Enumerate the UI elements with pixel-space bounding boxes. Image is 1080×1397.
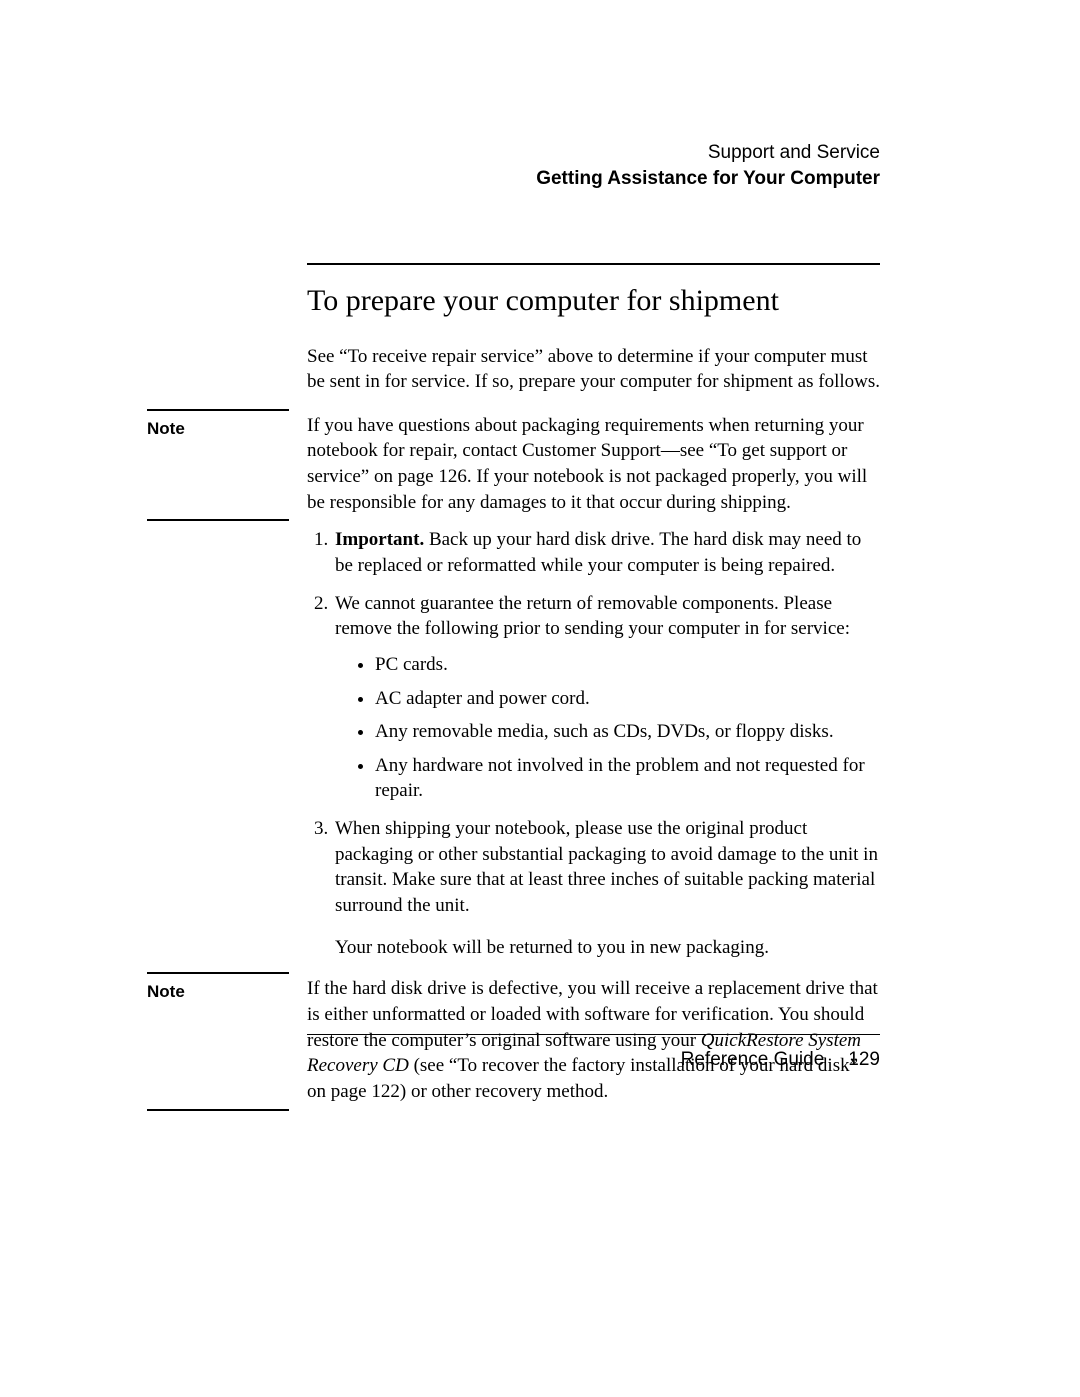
- footer-page-number: 129: [848, 1049, 880, 1071]
- step-1-bold: Important.: [335, 529, 424, 550]
- bullet-item: Any removable media, such as CDs, DVDs, …: [375, 719, 880, 745]
- footer-doc-title: Reference Guide: [681, 1049, 825, 1070]
- bullet-item: AC adapter and power cord.: [375, 686, 880, 712]
- page: Support and Service Getting Assistance f…: [0, 0, 1080, 1397]
- footer-rule: [307, 1034, 880, 1035]
- step-2: We cannot guarantee the return of remova…: [333, 591, 880, 804]
- note-body-2: If the hard disk drive is defective, you…: [307, 972, 880, 1110]
- step-1: Important. Back up your hard disk drive.…: [333, 527, 880, 578]
- steps-list: Important. Back up your hard disk drive.…: [307, 527, 880, 930]
- header-chapter: Support and Service: [536, 140, 880, 166]
- bullet-item: PC cards.: [375, 652, 880, 678]
- content-grid: To prepare your computer for shipment Se…: [147, 263, 880, 1111]
- note-label-1: Note: [147, 409, 289, 522]
- header-section: Getting Assistance for Your Computer: [536, 166, 880, 192]
- step-3: When shipping your notebook, please use …: [333, 816, 880, 919]
- note-label-2: Note: [147, 972, 289, 1110]
- section-title: To prepare your computer for shipment: [307, 281, 880, 322]
- trailing-paragraph: Your notebook will be returned to you in…: [335, 935, 880, 961]
- step-3-text: When shipping your notebook, please use …: [335, 818, 878, 916]
- footer: Reference Guide 129: [681, 1049, 880, 1071]
- bullet-item: Any hardware not involved in the problem…: [375, 753, 880, 804]
- step-2-bullets: PC cards. AC adapter and power cord. Any…: [335, 652, 880, 804]
- section-rule: [307, 263, 880, 265]
- running-head: Support and Service Getting Assistance f…: [536, 140, 880, 191]
- intro-paragraph: See “To receive repair service” above to…: [307, 344, 880, 395]
- step-2-text: We cannot guarantee the return of remova…: [335, 593, 850, 640]
- note-body-1: If you have questions about packaging re…: [307, 409, 880, 522]
